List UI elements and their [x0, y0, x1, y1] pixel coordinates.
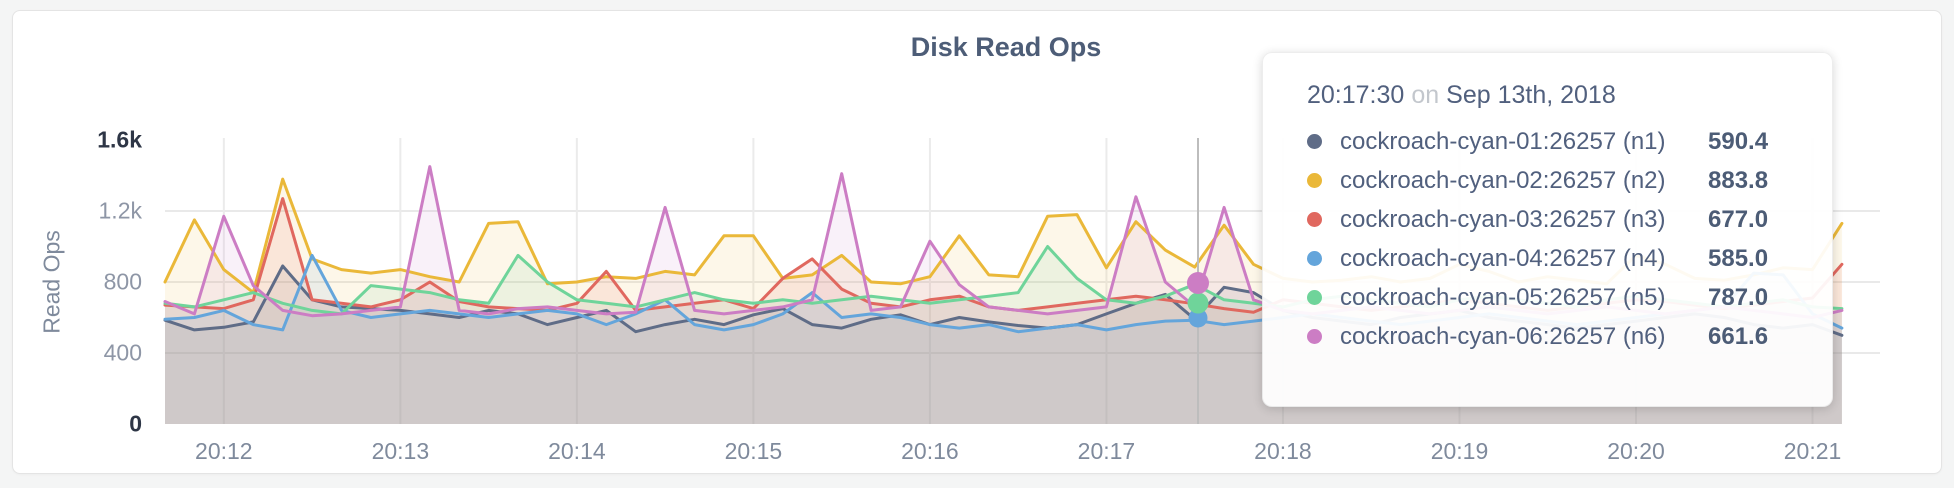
series-label-n6: cockroach-cyan-06:26257 (n6) — [1340, 322, 1666, 350]
series-color-dot-n1 — [1307, 134, 1322, 149]
hover-dot-n4 — [1188, 308, 1208, 328]
x-tick-label: 20:14 — [548, 438, 606, 464]
tooltip-date: Sep 13th, 2018 — [1446, 81, 1616, 109]
series-label-n5: cockroach-cyan-05:26257 (n5) — [1340, 283, 1666, 311]
x-tick-label: 20:18 — [1254, 438, 1312, 464]
series-value-n6: 661.6 — [1708, 322, 1769, 350]
series-label-n1: cockroach-cyan-01:26257 (n1) — [1340, 127, 1666, 155]
x-tick-label: 20:16 — [901, 438, 959, 464]
series-value-n3: 677.0 — [1708, 205, 1769, 233]
x-tick-label: 20:21 — [1783, 438, 1842, 464]
x-tick-label: 20:13 — [371, 438, 430, 464]
tooltip-row-n6: cockroach-cyan-06:26257 (n6) 661.6 — [1307, 317, 1788, 356]
y-tick-label: 0 — [129, 410, 142, 437]
x-tick-label: 20:15 — [724, 438, 783, 464]
hover-dot-n5 — [1187, 292, 1209, 314]
y-tick-label: 800 — [103, 268, 142, 295]
tooltip-row-n2: cockroach-cyan-02:26257 (n2) 883.8 — [1307, 161, 1788, 200]
y-tick-label: 1.6k — [97, 126, 142, 153]
y-tick-label: 400 — [103, 339, 142, 366]
series-value-n2: 883.8 — [1708, 166, 1769, 194]
series-color-dot-n6 — [1307, 329, 1322, 344]
tooltip-row-n5: cockroach-cyan-05:26257 (n5) 787.0 — [1307, 278, 1788, 317]
x-tick-label: 20:20 — [1607, 438, 1665, 464]
hover-dot-n6 — [1187, 272, 1209, 294]
series-color-dot-n3 — [1307, 212, 1322, 227]
y-tick-label: 1.2k — [98, 197, 142, 224]
series-color-dot-n4 — [1307, 251, 1322, 266]
hover-layer — [1187, 138, 1209, 424]
series-label-n4: cockroach-cyan-04:26257 (n4) — [1340, 244, 1666, 272]
series-value-n1: 590.4 — [1708, 127, 1769, 155]
hover-tooltip: 20:17:30 on Sep 13th, 2018 cockroach-cyan-… — [1262, 52, 1833, 407]
series-color-dot-n2 — [1307, 173, 1322, 188]
x-tick-label: 20:19 — [1430, 438, 1489, 464]
tooltip-row-n3: cockroach-cyan-03:26257 (n3) 677.0 — [1307, 200, 1788, 239]
tooltip-row-n1: cockroach-cyan-01:26257 (n1) 590.4 — [1307, 122, 1788, 161]
x-tick-label: 20:12 — [195, 438, 253, 464]
x-tick-label: 20:17 — [1077, 438, 1136, 464]
series-label-n2: cockroach-cyan-02:26257 (n2) — [1340, 166, 1666, 194]
series-value-n5: 787.0 — [1708, 283, 1769, 311]
tooltip-header: 20:17:30 on Sep 13th, 2018 — [1307, 81, 1788, 110]
tooltip-row-n4: cockroach-cyan-04:26257 (n4) 585.0 — [1307, 239, 1788, 278]
series-value-n4: 585.0 — [1708, 244, 1769, 272]
tooltip-time: 20:17:30 — [1307, 81, 1405, 109]
series-color-dot-n5 — [1307, 290, 1322, 305]
series-label-n3: cockroach-cyan-03:26257 (n3) — [1340, 205, 1666, 233]
chart-title: Disk Read Ops — [910, 32, 1102, 62]
tooltip-connector: on — [1411, 81, 1440, 109]
